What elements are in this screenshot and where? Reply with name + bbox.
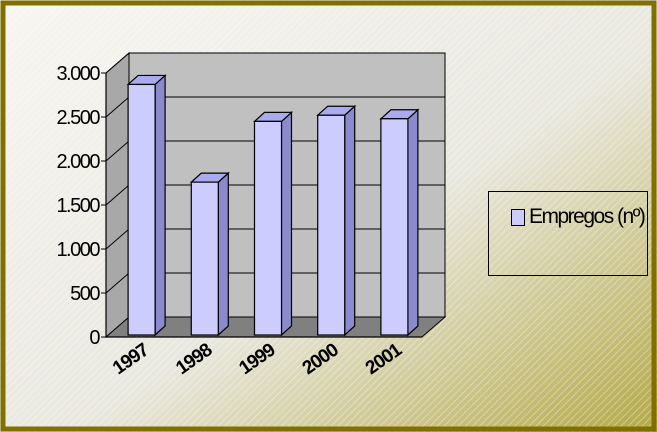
y-tick-label: 3.000 [56,63,100,85]
bar-side [218,173,228,335]
bar-side [155,75,165,335]
bar-front [191,182,218,335]
bar [191,173,228,335]
bar-front [128,84,155,335]
bar-side [408,110,418,335]
bar [128,75,165,335]
y-tick-label: 2.500 [56,107,100,129]
bar [255,112,292,335]
y-tick-label: 500 [70,283,100,305]
y-tick-label: 0 [89,327,100,349]
bar-front [255,121,282,335]
bar-side [345,106,355,335]
bar [381,110,418,335]
bar [318,106,355,335]
bar-front [381,119,408,335]
y-tick-label: 1.000 [56,239,100,261]
legend-label: Empregos (nº) [529,202,645,232]
legend: Empregos (nº) [488,191,648,276]
bar-side [282,112,292,335]
legend-swatch [511,209,525,226]
bar-front [318,115,345,335]
y-tick-label: 2.000 [56,151,100,173]
y-tick-label: 1.500 [56,195,100,217]
